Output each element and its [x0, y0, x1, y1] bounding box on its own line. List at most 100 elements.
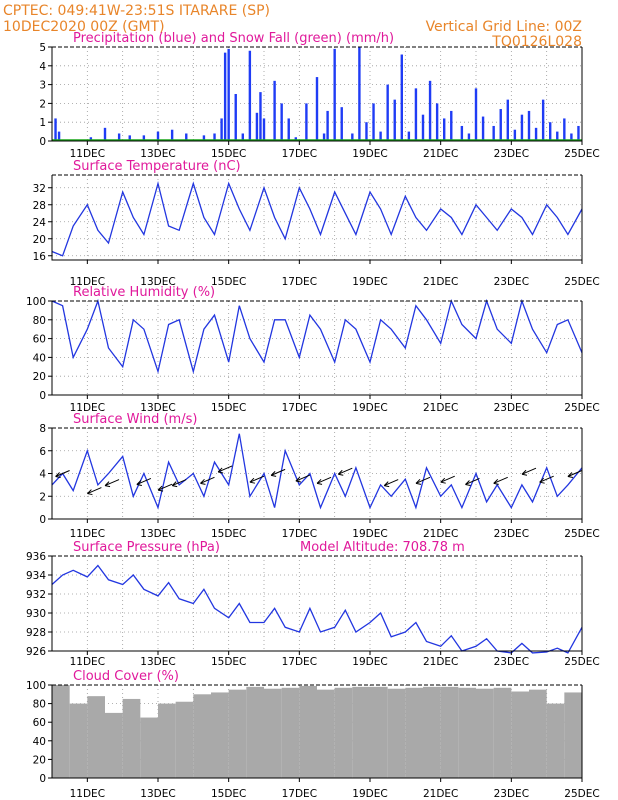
x-tick-label: 25DEC [564, 148, 599, 160]
x-tick-label: 21DEC [423, 402, 458, 414]
x-tick-label: 13DEC [140, 276, 175, 288]
wind-arrowhead [383, 481, 390, 488]
wind-arrow [415, 476, 431, 484]
x-tick-label: 15DEC [211, 656, 246, 668]
precip-bar [513, 129, 517, 141]
precip-bar [421, 114, 425, 141]
x-tick-label: 11DEC [70, 148, 105, 160]
x-tick-label: 21DEC [423, 528, 458, 540]
wind-arrow [521, 467, 537, 475]
wind-arrow [440, 475, 455, 483]
wind-arrowhead [316, 478, 323, 485]
wind-arrow [295, 474, 311, 482]
wind-arrowhead [337, 469, 344, 476]
precip-bar [202, 135, 206, 141]
wind-arrowhead [270, 471, 277, 477]
series-line [51, 564, 583, 654]
precip-bar [227, 48, 230, 141]
station-line: CPTEC: 049:41W-23:51S ITARARE (SP) [3, 3, 270, 19]
precip-bar [365, 122, 368, 141]
x-tick-label: 17DEC [282, 148, 317, 160]
x-tick-label: 25DEC [564, 276, 599, 288]
y-tick-label: 1 [39, 117, 46, 129]
frame [51, 556, 583, 652]
wind-arrow [217, 465, 233, 473]
precip-bar [460, 125, 464, 141]
cloud-bar [511, 691, 529, 778]
panel-1: 0 1 2 3 4 5 11DEC 13DEC 15DEC 17DEC 19DEC 21DEC 23DE… [39, 31, 599, 160]
x-tick-label: 25DEC [564, 528, 599, 540]
precip-bar [223, 52, 227, 141]
wind-arrow [136, 478, 152, 485]
cloud-bar [546, 703, 565, 778]
wind-arrow [270, 468, 286, 476]
precip-bar [262, 118, 266, 141]
precip-bar [213, 133, 216, 141]
wind-arrow [55, 470, 70, 477]
y-tick-label: 16 [33, 251, 47, 263]
plot-area [52, 301, 582, 395]
y-tick-label: 20 [33, 371, 46, 383]
cloud-bar [405, 687, 423, 778]
x-tick-label: 19DEC [352, 656, 387, 668]
precip-bar [549, 122, 552, 141]
run-date: 10DEC2020 00Z (GMT) [3, 19, 165, 35]
cloud-bar [334, 687, 353, 778]
x-tick-label: 21DEC [423, 276, 458, 288]
panel-annotation: Model Altitude: 708.78 m [300, 540, 465, 555]
x-tick-label: 25DEC [564, 788, 599, 800]
y-tick-label: 80 [33, 315, 46, 327]
x-tick-label: 19DEC [352, 148, 387, 160]
precip-bar [541, 99, 545, 141]
x-tick-label: 13DEC [140, 656, 175, 668]
precip-bar [527, 110, 531, 141]
x-tick-label: 11DEC [70, 656, 105, 668]
y-tick-label: 0 [39, 136, 46, 148]
precip-bar [305, 103, 308, 141]
y-tick-label: 932 [26, 589, 46, 601]
precip-bar [492, 125, 495, 141]
x-tick-label: 23DEC [494, 528, 529, 540]
precip-bar [393, 99, 396, 141]
cloud-bar [564, 692, 582, 778]
precip-bar [474, 88, 478, 141]
y-tick-label: 0 [39, 390, 46, 402]
y-tick-label: 928 [26, 627, 46, 639]
precip-bar [322, 133, 326, 141]
panel-4: 0 2 4 6 8 11DEC 13DEC 15DEC 17DEC 19DEC 21DEC 23DEC… [39, 412, 599, 540]
x-tick-label: 23DEC [494, 276, 529, 288]
precip-bar [255, 112, 259, 141]
x-tick-label: 21DEC [423, 148, 458, 160]
y-tick-label: 0 [39, 514, 46, 526]
precip-bar [294, 137, 297, 141]
x-tick-label: 15DEC [211, 788, 246, 800]
y-tick-label: 24 [33, 217, 47, 229]
precip-bar [273, 80, 276, 141]
precip-bar [280, 103, 283, 141]
y-tick-label: 32 [33, 183, 46, 195]
precip-bar [386, 84, 389, 141]
precip-bar [351, 133, 354, 141]
model-code: TQ0126L028 [491, 34, 582, 50]
wind-arrow [465, 478, 480, 485]
precip-bar [379, 131, 382, 141]
precip-bar [563, 118, 566, 141]
precip-bar [117, 133, 121, 141]
x-tick-label: 19DEC [352, 788, 387, 800]
wind-arrowhead [295, 476, 301, 483]
precip-bar [443, 118, 446, 141]
y-tick-label: 5 [39, 42, 46, 54]
x-tick-label: 13DEC [140, 402, 175, 414]
series-line [51, 298, 583, 375]
x-tick-label: 19DEC [352, 276, 387, 288]
y-tick-label: 2 [39, 98, 46, 110]
header: CPTEC: 049:41W-23:51S ITARARE (SP) 10DEC… [3, 3, 582, 50]
wind-arrowhead [87, 489, 93, 496]
x-tick-label: 23DEC [494, 656, 529, 668]
wind-arrowhead [440, 477, 446, 484]
cloud-bar [69, 703, 88, 778]
x-tick-label: 13DEC [140, 148, 175, 160]
wind-arrowhead [521, 469, 528, 476]
x-tick-label: 17DEC [282, 788, 317, 800]
x-tick-label: 17DEC [282, 656, 317, 668]
